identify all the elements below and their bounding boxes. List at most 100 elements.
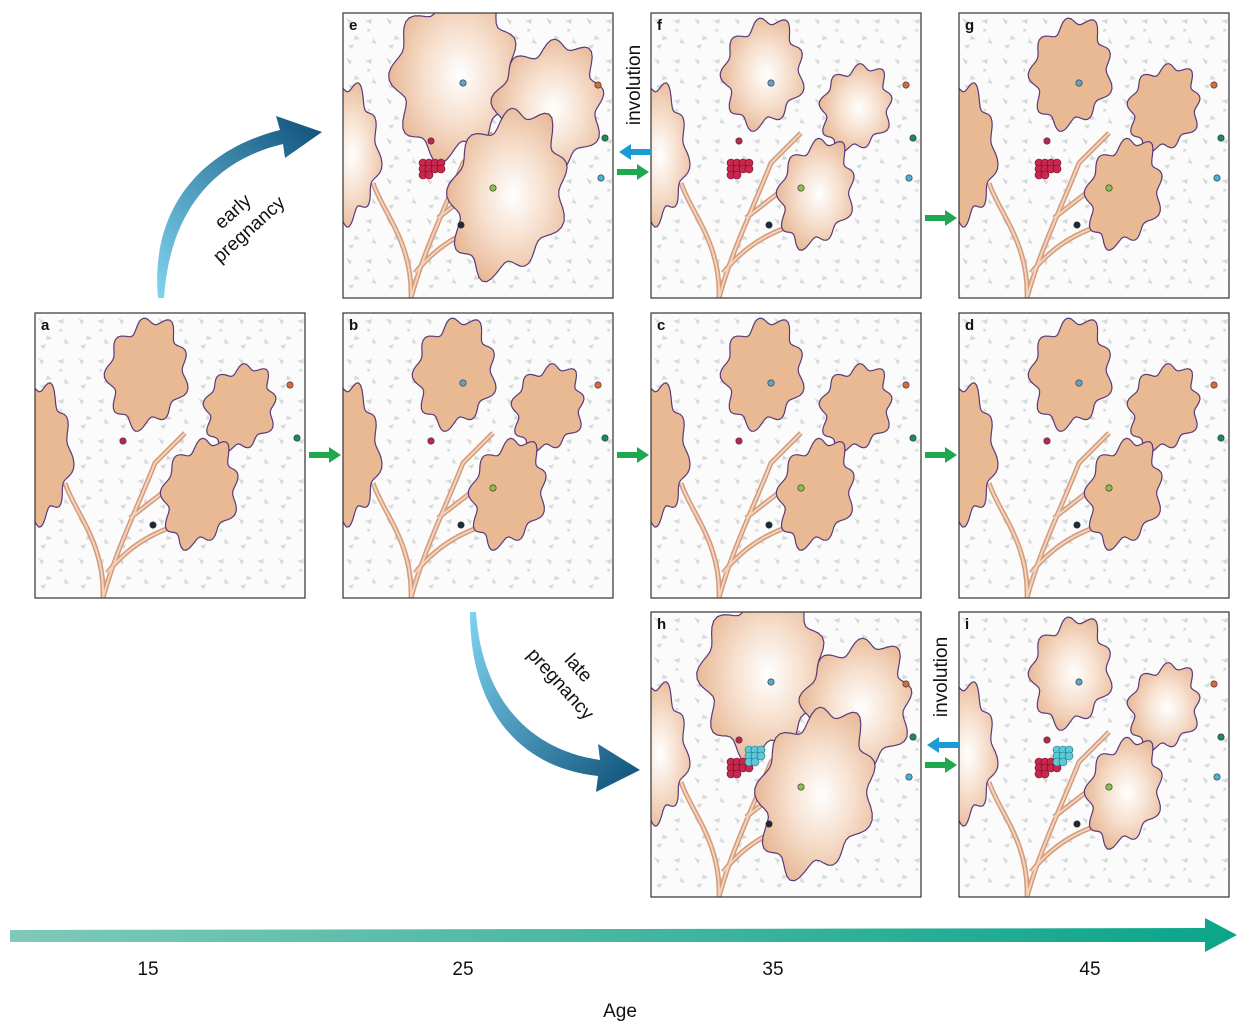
cell [594,381,602,389]
cell [489,184,497,192]
lobe [510,362,585,454]
panel-label: f [657,17,663,34]
panel-content [35,317,301,598]
cell [427,137,435,145]
panel-border [342,312,614,599]
lobe [1126,62,1201,154]
cell [1073,221,1081,229]
lobe [754,706,876,882]
cell [601,434,609,442]
panel: d [958,312,1230,599]
step-arrow [617,447,649,463]
lobe [103,317,189,432]
cell [1043,137,1051,145]
lobe [775,437,855,551]
panel-border [650,312,922,599]
cell [1075,678,1083,686]
panel-border [958,611,1230,898]
cell [765,521,773,529]
cell [1105,484,1113,492]
clone-cell [756,751,766,761]
duct [680,721,862,897]
clone-cell [424,170,434,180]
cell [1073,521,1081,529]
cell [797,484,805,492]
duct [680,422,862,598]
panel: b [342,312,614,599]
panel-border [650,611,922,898]
lobe [959,382,999,528]
panel-content [959,616,1225,897]
age-arrow [10,918,1237,952]
cell [457,221,465,229]
age-tick-label: 25 [452,959,473,980]
lobe [818,362,893,454]
cell [1073,820,1081,828]
cell [905,773,913,781]
clone-cell [436,164,446,174]
lobe [959,681,999,827]
cell [1210,680,1218,688]
panel: i [958,611,1230,898]
cell [909,134,917,142]
panel-label: i [965,616,969,633]
cell [459,379,467,387]
lobe [775,137,855,251]
step-arrow [925,757,957,773]
cell [1210,81,1218,89]
cell [457,521,465,529]
clone-cell [1052,164,1062,174]
step-arrow [925,447,957,463]
cell [765,820,773,828]
panel-border [958,312,1230,599]
lobe [411,317,497,432]
age-tick-label: 45 [1079,959,1100,980]
lobe [651,681,691,827]
cell [1217,733,1225,741]
clone-cell [1040,769,1050,779]
lobe [719,17,805,132]
panel-border [958,12,1230,299]
clone-cell [744,164,754,174]
panel-content [651,317,917,598]
panel: a [34,312,306,599]
duct [680,122,862,298]
lobe [719,317,805,432]
panel-border [650,12,922,299]
cell [902,680,910,688]
cell [767,79,775,87]
clone-cell [732,170,742,180]
cell [1213,174,1221,182]
cell [735,437,743,445]
cell [601,134,609,142]
panel-label: d [965,317,974,334]
cell [459,79,467,87]
duct [988,122,1170,298]
cell [427,437,435,445]
lobe [1126,661,1201,753]
lobe [959,82,999,228]
age-axis-label: Age [603,1001,637,1022]
cell [1213,773,1221,781]
cell [902,81,910,89]
cell [1217,134,1225,142]
cell [1105,783,1113,791]
cell [489,484,497,492]
panel: h [650,611,922,898]
cell [1043,437,1051,445]
lobe [159,437,239,551]
late-pregnancy-arrow [470,612,640,792]
panel: c [650,312,922,599]
lobe [1027,317,1113,432]
age-tick-label: 15 [137,959,158,980]
age-tick-label: 35 [762,959,783,980]
lobe [446,107,568,283]
step-arrow [925,210,957,226]
lobe [1083,736,1163,850]
panel-label: e [349,17,357,34]
cell [767,678,775,686]
cell [735,137,743,145]
lobe [202,362,277,454]
lobe [343,82,383,228]
